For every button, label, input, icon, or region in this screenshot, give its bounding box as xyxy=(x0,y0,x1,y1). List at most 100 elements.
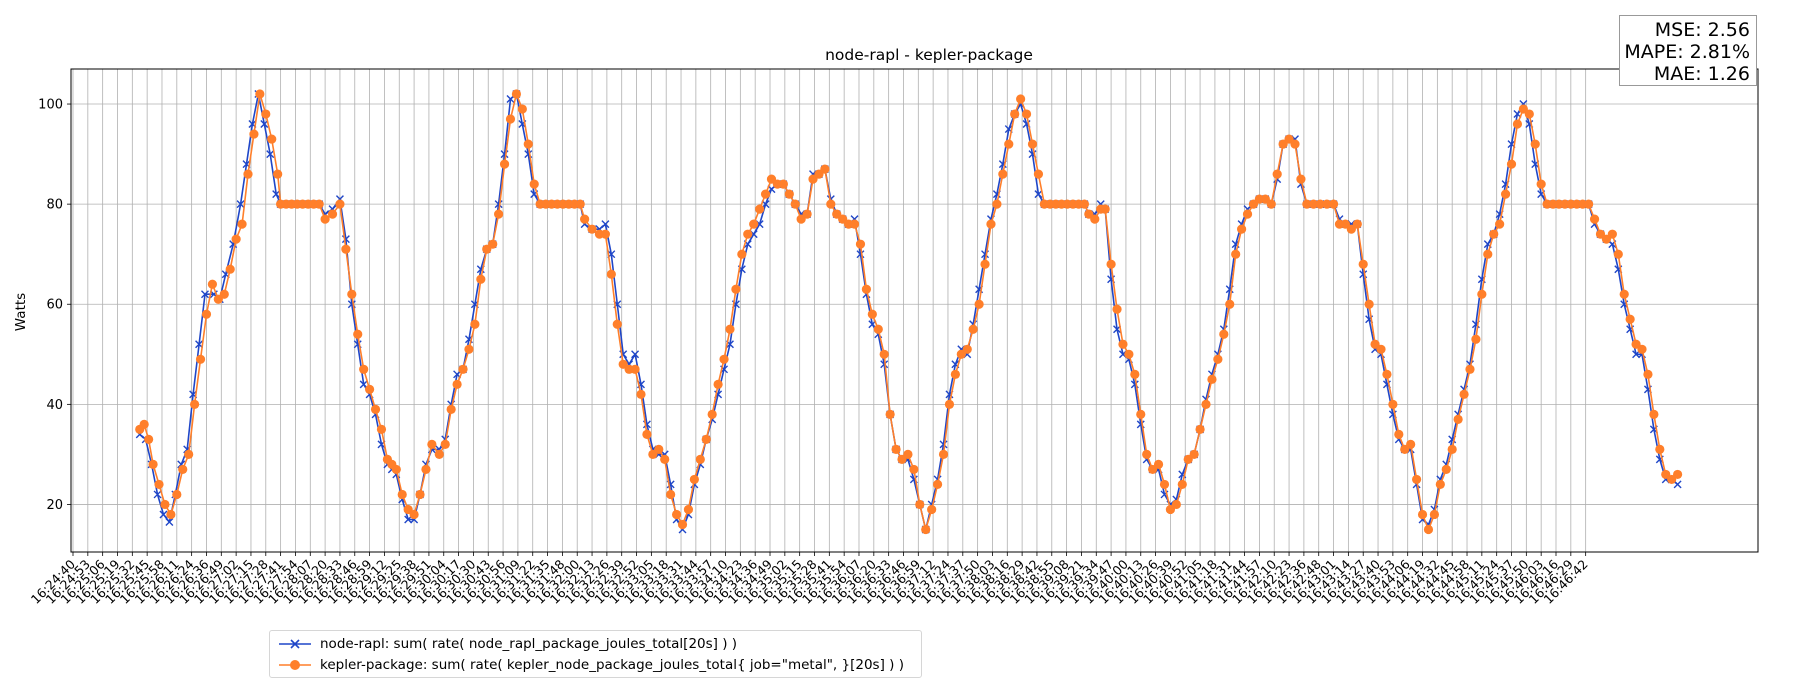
data-point xyxy=(1483,249,1493,259)
data-point xyxy=(909,464,919,475)
y-tick-label: 100 xyxy=(38,98,63,113)
data-point xyxy=(695,454,705,465)
data-point xyxy=(1112,304,1122,314)
series-layer xyxy=(135,89,1683,535)
legend: node-rapl: sum( rate( node_rapl_package_… xyxy=(269,630,922,678)
data-point xyxy=(1231,249,1241,259)
data-point xyxy=(1459,389,1469,399)
data-point xyxy=(255,89,265,99)
data-point xyxy=(743,229,753,239)
data-point xyxy=(409,509,419,520)
data-point xyxy=(612,319,622,329)
data-point xyxy=(1153,459,1164,470)
data-point xyxy=(1388,399,1398,409)
data-point xyxy=(231,234,241,244)
data-point xyxy=(601,220,610,229)
data-point xyxy=(207,279,218,289)
data-point xyxy=(159,510,168,519)
data-point xyxy=(139,419,149,429)
data-point xyxy=(731,284,741,294)
data-point xyxy=(1465,364,1475,374)
data-point xyxy=(1090,214,1100,224)
data-point xyxy=(272,190,281,199)
y-axis-label: Watts xyxy=(13,293,29,331)
y-tick-label: 80 xyxy=(46,198,63,213)
data-point xyxy=(160,499,170,510)
data-point xyxy=(236,200,245,209)
data-point xyxy=(320,214,330,224)
data-point xyxy=(1382,369,1392,379)
data-point xyxy=(237,219,247,229)
data-point xyxy=(760,189,771,199)
data-point xyxy=(1328,199,1339,209)
data-point xyxy=(778,179,788,189)
data-point xyxy=(1625,314,1635,324)
data-point xyxy=(749,219,759,229)
data-point xyxy=(165,517,174,526)
data-point xyxy=(1417,509,1428,520)
legend-label-node-rapl: node-rapl: sum( rate( node_rapl_package_… xyxy=(320,636,738,652)
data-point xyxy=(353,329,363,339)
data-point xyxy=(737,249,747,259)
data-point xyxy=(1272,169,1282,179)
data-point xyxy=(1195,424,1205,434)
data-point xyxy=(1159,479,1170,490)
data-point xyxy=(1142,449,1152,459)
data-point xyxy=(938,449,949,459)
data-point xyxy=(470,319,480,329)
data-point xyxy=(1364,299,1374,309)
data-point xyxy=(1213,354,1223,364)
data-point xyxy=(725,324,735,334)
data-point xyxy=(1607,229,1617,239)
data-point xyxy=(148,459,158,470)
data-point xyxy=(855,239,866,249)
y-tick-label: 40 xyxy=(46,398,63,413)
data-point xyxy=(1225,299,1235,309)
data-point xyxy=(677,519,688,530)
data-point xyxy=(225,264,235,274)
data-point xyxy=(341,244,351,254)
data-point xyxy=(327,209,338,219)
chart-title: node-rapl - kepler-package xyxy=(825,46,1033,64)
data-point xyxy=(1296,174,1306,184)
data-point xyxy=(932,479,943,490)
data-point xyxy=(458,364,468,374)
data-point xyxy=(391,464,401,475)
data-point xyxy=(1177,479,1187,490)
data-point xyxy=(1637,344,1647,354)
data-point xyxy=(1394,429,1404,439)
data-point xyxy=(488,239,498,249)
data-point xyxy=(153,490,162,499)
data-point xyxy=(1010,109,1020,119)
data-point xyxy=(1322,199,1332,209)
plot-frame xyxy=(70,68,1759,553)
series-kepler-package xyxy=(135,89,1683,535)
data-point xyxy=(195,354,206,364)
data-point xyxy=(879,349,889,359)
data-point xyxy=(802,209,812,219)
data-point xyxy=(939,440,948,449)
data-point xyxy=(1489,229,1499,239)
data-point xyxy=(826,199,836,209)
data-point xyxy=(1376,344,1386,354)
data-point xyxy=(1506,159,1517,169)
data-point xyxy=(1495,219,1505,229)
data-point xyxy=(1530,139,1540,149)
data-point xyxy=(873,324,883,334)
data-point xyxy=(755,204,765,214)
data-point xyxy=(713,379,723,389)
data-point xyxy=(1649,409,1659,419)
data-point xyxy=(1584,199,1594,209)
data-point xyxy=(631,350,640,359)
data-point xyxy=(689,474,699,485)
data-point xyxy=(944,399,955,409)
data-point xyxy=(790,199,800,209)
data-point xyxy=(1406,439,1416,449)
data-point xyxy=(867,309,877,319)
data-point xyxy=(885,409,895,419)
data-point xyxy=(184,449,194,459)
data-point xyxy=(370,404,381,414)
data-point xyxy=(587,224,597,234)
data-point xyxy=(243,169,253,179)
